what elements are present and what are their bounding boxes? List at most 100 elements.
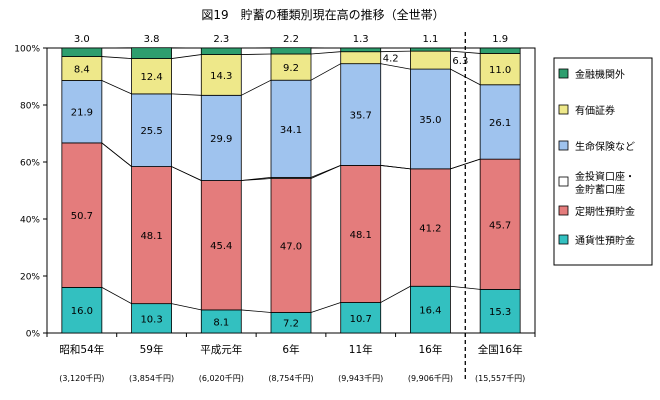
data-label: 41.2 xyxy=(419,224,441,235)
data-label: 21.9 xyxy=(71,108,93,119)
connector-line xyxy=(101,80,132,95)
legend-label: 生命保険など xyxy=(575,140,635,153)
total-label: (9,943千円) xyxy=(338,373,383,383)
bar-segment xyxy=(61,286,103,334)
bar-segment xyxy=(200,54,242,96)
bar-segment xyxy=(340,63,382,166)
bar-segment xyxy=(479,84,521,160)
y-tick-label: 20% xyxy=(20,273,40,283)
x-tick-label: 全国16年 xyxy=(478,343,523,356)
data-label: 34.1 xyxy=(280,125,302,136)
legend-swatch xyxy=(558,176,569,187)
legend-label: 金融機関外 xyxy=(575,68,625,81)
x-tick-label: 59年 xyxy=(140,343,164,356)
data-label: 48.1 xyxy=(140,231,162,242)
total-label: (8,754千円) xyxy=(268,373,313,383)
data-label: 11.0 xyxy=(489,65,511,76)
bar-segment xyxy=(340,47,382,53)
bar-segment xyxy=(270,79,312,178)
bar-segment xyxy=(479,53,521,86)
data-label: 8.4 xyxy=(74,65,90,76)
data-label: 3.0 xyxy=(74,34,90,45)
bar-segment xyxy=(61,47,103,57)
y-tick-label: 100% xyxy=(14,45,40,55)
total-label: (3,854千円) xyxy=(129,373,174,383)
total-label: (3,120千円) xyxy=(59,373,104,383)
x-tick-label: 6年 xyxy=(282,343,299,356)
data-label: 2.3 xyxy=(213,34,229,45)
bar-segment xyxy=(200,94,242,181)
bar-segment xyxy=(131,303,172,334)
bar-segment xyxy=(479,158,521,290)
data-label: 10.3 xyxy=(140,314,162,325)
data-label: 8.1 xyxy=(213,317,229,328)
legend-label: 金投資口座・ xyxy=(575,170,635,183)
legend-label: 通貨性預貯金 xyxy=(575,234,635,247)
bar-segment xyxy=(200,47,242,55)
bar-segment xyxy=(410,47,451,52)
data-label: 48.1 xyxy=(350,230,372,241)
bar-segment xyxy=(410,50,451,70)
bar-segment xyxy=(479,288,521,334)
connector-line xyxy=(380,165,411,170)
connector-line xyxy=(450,285,481,290)
bar-segment xyxy=(340,302,382,334)
data-label: 15.3 xyxy=(489,307,511,318)
bar-segment xyxy=(270,178,312,313)
legend-swatch xyxy=(558,140,569,151)
y-tick-label: 40% xyxy=(20,216,40,226)
data-label: 35.7 xyxy=(350,111,372,122)
data-label: 6.3 xyxy=(452,56,468,67)
data-label: 47.0 xyxy=(280,242,302,253)
data-label: 29.9 xyxy=(210,134,232,145)
connector-line xyxy=(171,93,202,96)
data-label: 16.4 xyxy=(419,306,441,317)
bar-segment xyxy=(131,93,172,167)
connector-line xyxy=(450,50,481,54)
data-label: 3.8 xyxy=(144,34,160,45)
data-label: 16.0 xyxy=(71,306,93,317)
connector-line xyxy=(101,142,132,167)
bar-segment xyxy=(270,47,312,55)
legend-swatch xyxy=(558,234,569,245)
bar-segment xyxy=(270,53,312,81)
legend-swatch xyxy=(558,205,569,216)
data-label: 14.3 xyxy=(210,71,232,82)
connector-line xyxy=(171,166,202,181)
connector-line xyxy=(101,287,132,304)
data-label: 25.5 xyxy=(140,126,162,137)
bar-segment xyxy=(131,58,172,95)
bar-segment xyxy=(479,47,521,54)
bar-segment xyxy=(340,51,382,65)
data-label: 50.7 xyxy=(71,211,93,222)
x-tick-label: 平成元年 xyxy=(200,343,242,356)
y-tick-label: 0% xyxy=(26,330,41,340)
connector-line xyxy=(380,285,411,303)
data-label: 2.2 xyxy=(283,34,299,45)
bar-segment xyxy=(61,80,103,144)
connector-line xyxy=(241,309,272,313)
total-label: (6,020千円) xyxy=(199,373,244,383)
data-label: 35.0 xyxy=(419,115,441,126)
data-label: 1.3 xyxy=(353,34,369,45)
connector-line xyxy=(241,53,272,55)
data-label: 1.9 xyxy=(492,34,508,45)
connector-line xyxy=(310,302,341,313)
connector-line xyxy=(450,158,481,170)
bar-segment xyxy=(410,68,451,170)
legend-label: 有価証券 xyxy=(575,104,615,117)
connector-line xyxy=(380,50,411,53)
chart-title: 図19 貯蓄の種類別現在高の推移（全世帯） xyxy=(201,7,444,22)
connector-line xyxy=(241,176,272,181)
data-label: 10.7 xyxy=(350,314,372,325)
y-tick-label: 60% xyxy=(20,159,40,169)
data-label: 4.2 xyxy=(383,54,399,65)
x-tick-label: 昭和54年 xyxy=(59,343,104,356)
data-label: 45.7 xyxy=(489,220,511,231)
legend-label: 定期性預貯金 xyxy=(575,205,635,218)
legend-label: 金貯蓄口座 xyxy=(575,183,625,196)
data-label: 1.1 xyxy=(422,34,438,45)
connector-line xyxy=(241,79,272,96)
